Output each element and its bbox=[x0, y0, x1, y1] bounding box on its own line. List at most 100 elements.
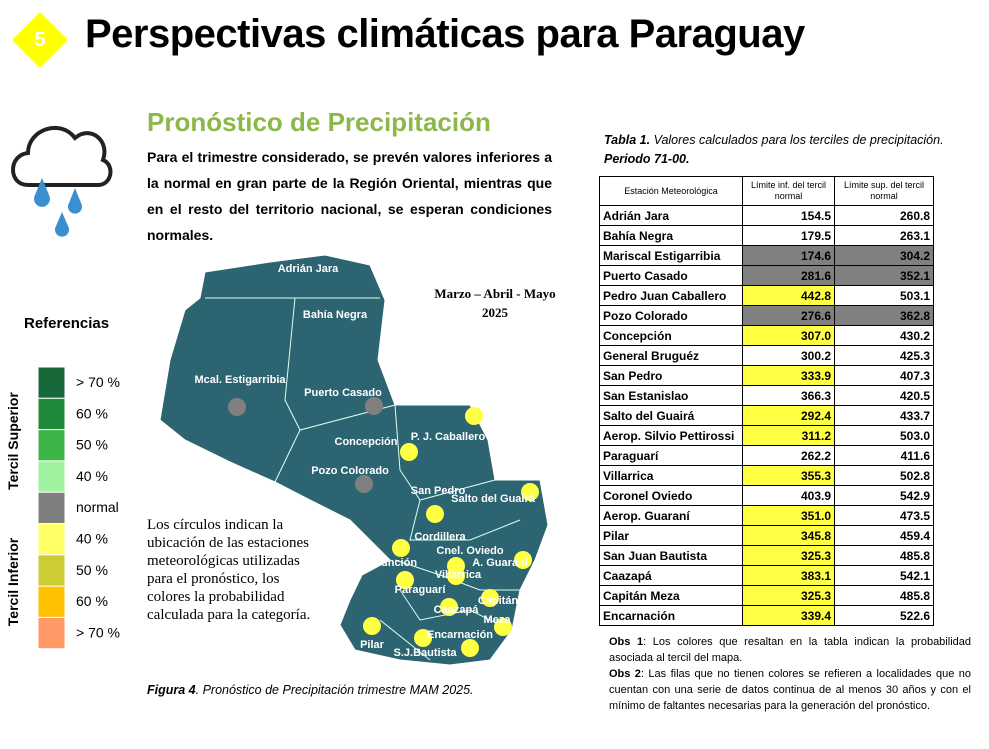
legend-label: 60 % bbox=[76, 405, 108, 421]
upper-limit: 473.5 bbox=[834, 505, 934, 526]
station-name: Paraguarí bbox=[599, 445, 743, 466]
lower-limit: 292.4 bbox=[742, 405, 835, 426]
legend-swatch bbox=[37, 491, 66, 525]
lower-limit: 281.6 bbox=[742, 265, 835, 286]
upper-limit: 542.9 bbox=[834, 485, 934, 506]
lower-limit: 311.2 bbox=[742, 425, 835, 446]
legend-swatch bbox=[37, 397, 66, 431]
legend-label: 50 % bbox=[76, 562, 108, 578]
station-marker bbox=[426, 505, 444, 523]
upper-limit: 503.1 bbox=[834, 285, 934, 306]
figure-label: Figura 4 bbox=[147, 683, 196, 697]
station-label: Cordillera bbox=[414, 531, 466, 543]
station-name: Salto del Guairá bbox=[599, 405, 743, 426]
station-marker bbox=[365, 397, 383, 415]
station-marker bbox=[400, 443, 418, 461]
station-marker bbox=[396, 571, 414, 589]
column-header: Límite inf. del tercil normal bbox=[742, 176, 835, 206]
upper-limit: 263.1 bbox=[834, 225, 934, 246]
station-label: Villarrica bbox=[435, 569, 482, 581]
table-row: Villarrica 355.3 502.8 bbox=[599, 465, 934, 486]
lower-limit: 403.9 bbox=[742, 485, 835, 506]
station-marker bbox=[465, 407, 483, 425]
station-marker bbox=[461, 639, 479, 657]
table-row: Pedro Juan Caballero 442.8 503.1 bbox=[599, 285, 934, 306]
table-row: Mariscal Estigarribia 174.6 304.2 bbox=[599, 245, 934, 266]
number-badge bbox=[12, 12, 68, 68]
lower-limit: 262.2 bbox=[742, 445, 835, 466]
upper-limit: 260.8 bbox=[834, 205, 934, 226]
upper-limit: 352.1 bbox=[834, 265, 934, 286]
figure-caption: Figura 4. Pronóstico de Precipitación tr… bbox=[147, 683, 474, 697]
station-label: Capitán bbox=[478, 595, 519, 607]
table-row: Puerto Casado 281.6 352.1 bbox=[599, 265, 934, 286]
station-label: Cnel. Oviedo bbox=[436, 545, 504, 557]
table-row: Aerop. Guaraní 351.0 473.5 bbox=[599, 505, 934, 526]
station-label: Adrián Jara bbox=[278, 263, 339, 275]
station-marker bbox=[228, 398, 246, 416]
upper-limit: 485.8 bbox=[834, 585, 934, 606]
lower-limit: 174.6 bbox=[742, 245, 835, 266]
note-text: : Las filas que no tienen colores se ref… bbox=[609, 668, 971, 712]
lower-limit: 333.9 bbox=[742, 365, 835, 386]
rain-icon bbox=[11, 126, 113, 237]
legend-label: 40 % bbox=[76, 468, 108, 484]
lower-limit: 345.8 bbox=[742, 525, 835, 546]
table-row: Capitán Meza 325.3 485.8 bbox=[599, 585, 934, 606]
table-row: San Pedro 333.9 407.3 bbox=[599, 365, 934, 386]
section-text: Para el trimestre considerado, se prevén… bbox=[147, 149, 552, 243]
station-name: Concepción bbox=[599, 325, 743, 346]
upper-limit: 542.1 bbox=[834, 565, 934, 586]
note-label: Obs 1 bbox=[609, 636, 644, 648]
lower-limit: 339.4 bbox=[742, 605, 835, 626]
legend-label: 40 % bbox=[76, 531, 108, 547]
lower-limit: 179.5 bbox=[742, 225, 835, 246]
station-label: Pilar bbox=[360, 639, 385, 651]
legend-label: 50 % bbox=[76, 437, 108, 453]
legend-label: > 70 % bbox=[76, 624, 120, 640]
upper-limit: 411.6 bbox=[834, 445, 934, 466]
note-text: : Los colores que resaltan en la tabla i… bbox=[609, 636, 971, 664]
upper-limit: 502.8 bbox=[834, 465, 934, 486]
station-label: Concepción bbox=[335, 436, 398, 448]
station-label: A. Guaraní bbox=[472, 557, 529, 569]
upper-limit: 362.8 bbox=[834, 305, 934, 326]
legend-group: Tercil Inferior bbox=[5, 537, 21, 626]
station-marker bbox=[414, 629, 432, 647]
station-name: San Pedro bbox=[599, 365, 743, 386]
station-label: Pozo Colorado bbox=[311, 465, 389, 477]
station-label: P. J. Caballero bbox=[411, 431, 486, 443]
station-label: Paraguarí bbox=[395, 584, 447, 596]
table-row: Adrián Jara 154.5 260.8 bbox=[599, 205, 934, 226]
lower-limit: 307.0 bbox=[742, 325, 835, 346]
station-name: Bahía Negra bbox=[599, 225, 743, 246]
table-row: Pilar 345.8 459.4 bbox=[599, 525, 934, 546]
legend-swatch bbox=[37, 585, 66, 618]
note: Obs 2: Las filas que no tienen colores s… bbox=[609, 666, 971, 714]
station-name: Encarnación bbox=[599, 605, 743, 626]
legend-swatch bbox=[37, 429, 66, 462]
lower-limit: 383.1 bbox=[742, 565, 835, 586]
station-marker bbox=[392, 539, 410, 557]
table-caption-text: Valores calculados para los terciles de … bbox=[653, 133, 944, 147]
station-marker bbox=[447, 567, 465, 585]
legend: > 70 % 60 % 50 % 40 % normal 40 % 50 % 60 % > 70… bbox=[5, 366, 120, 650]
lower-limit: 366.3 bbox=[742, 385, 835, 406]
station-label: Meza bbox=[484, 614, 512, 626]
table-row: Aerop. Silvio Pettirossi 311.2 503.0 bbox=[599, 425, 934, 446]
legend-swatch bbox=[37, 554, 66, 587]
map: Marzo – Abril - Mayo 2025 Adrián Jara Bah… bbox=[159, 254, 556, 666]
station-label: San Pedro bbox=[411, 485, 466, 497]
station-name: Pedro Juan Caballero bbox=[599, 285, 743, 306]
map-note: Los círculos indican la ubicación de las… bbox=[147, 517, 311, 623]
lower-limit: 276.6 bbox=[742, 305, 835, 326]
legend-swatch bbox=[37, 616, 66, 650]
section-number: 5 bbox=[34, 29, 45, 51]
table-row: General Bruguéz 300.2 425.3 bbox=[599, 345, 934, 366]
station-name: Pozo Colorado bbox=[599, 305, 743, 326]
station-label: Salto del Guairá bbox=[451, 493, 536, 505]
station-name: Mariscal Estigarribia bbox=[599, 245, 743, 266]
upper-limit: 459.4 bbox=[834, 525, 934, 546]
upper-limit: 420.5 bbox=[834, 385, 934, 406]
